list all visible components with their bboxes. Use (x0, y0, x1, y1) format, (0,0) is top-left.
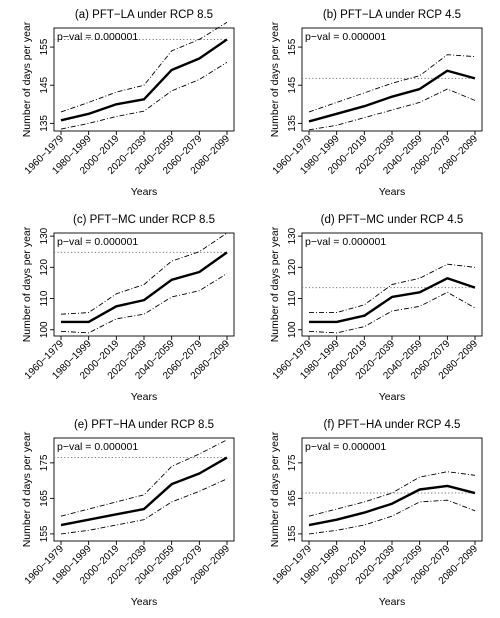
x-axis-label: Years (131, 391, 157, 403)
y-tick-label: 110 (287, 290, 298, 306)
plot-frame (301, 437, 483, 542)
series-line-mean (309, 277, 476, 324)
chart-panel-a: (a) PFT−LA under RCP 8.5 135 145 155 Number … (21, 9, 235, 198)
y-tick-label: 120 (39, 259, 50, 276)
y-tick-label: 110 (39, 290, 50, 306)
y-axis-label: Number of days per year (21, 226, 33, 342)
x-axis-label: Years (131, 186, 157, 198)
series-line-mean (308, 484, 476, 527)
chart-panel-d: (d) PFT−MC under RCP 4.5 100 110 120 130 Numb… (269, 214, 483, 403)
y-tick-label: 135 (39, 115, 50, 132)
x-axis-label: Years (379, 186, 405, 198)
y-tick-label: 155 (287, 38, 298, 55)
plot-frame (53, 437, 235, 542)
chart-title: (b) PFT−LA under RCP 4.5 (323, 9, 461, 21)
y-axis-label: Number of days per year (21, 21, 33, 137)
y-tick-label: 155 (39, 38, 50, 55)
chart-panel-e: (e) PFT−HA under RCP 8.5 155 165 175 Number … (21, 419, 235, 608)
series-line-mean (60, 456, 228, 527)
p-value-annotation: p−val = 0.000001 (57, 441, 138, 453)
y-tick-label: 100 (287, 321, 298, 338)
series-line-bound-2 (60, 273, 228, 334)
y-tick-label: 130 (39, 227, 50, 244)
chart-title: (a) PFT−LA under RCP 8.5 (75, 9, 213, 21)
chart-panel-b: (b) PFT−LA under RCP 4.5 135 145 155 Number … (269, 9, 483, 198)
y-axis-label: Number of days per year (21, 431, 33, 547)
y-tick-label: 175 (287, 454, 298, 471)
series-line-bound-1 (308, 54, 476, 113)
chart-title: (e) PFT−HA under RCP 8.5 (74, 419, 214, 431)
series-line-bound-2 (60, 61, 228, 130)
series-line-mean (61, 251, 228, 324)
series-line-bound-1 (308, 471, 476, 517)
chart-title: (d) PFT−MC under RCP 4.5 (321, 214, 464, 226)
y-tick-label: 165 (287, 490, 298, 507)
chart-title: (c) PFT−MC under RCP 8.5 (73, 214, 215, 226)
series-line-bound-2 (308, 88, 476, 131)
y-tick-label: 165 (39, 490, 50, 507)
y-axis-label: Number of days per year (269, 21, 281, 137)
series-line-bound-1 (60, 21, 228, 113)
series-line-bound-2 (308, 291, 476, 334)
y-tick-label: 175 (39, 454, 50, 471)
series-line-bound-1 (60, 232, 228, 315)
y-axis-label: Number of days per year (269, 431, 281, 547)
chart-panel-f: (f) PFT−HA under RCP 4.5 155 165 175 Number … (269, 419, 483, 608)
series-line-mean (60, 38, 228, 122)
chart-title: (f) PFT−HA under RCP 4.5 (324, 419, 461, 431)
y-axis-label: Number of days per year (269, 226, 281, 342)
y-tick-label: 100 (39, 321, 50, 338)
y-tick-label: 155 (287, 525, 298, 542)
y-tick-label: 135 (287, 115, 298, 132)
p-value-annotation: p−val = 0.000001 (305, 31, 386, 43)
y-tick-label: 130 (287, 227, 298, 244)
series-line-bound-2 (60, 478, 228, 535)
p-value-annotation: p−val = 0.000001 (57, 236, 138, 248)
p-value-annotation: p−val = 0.000001 (305, 441, 386, 453)
x-axis-label: Years (131, 596, 157, 608)
p-value-annotation: p−val = 0.000001 (305, 236, 386, 248)
y-tick-label: 145 (39, 76, 50, 93)
p-value-annotation: p−val = 0.000001 (57, 31, 138, 43)
y-tick-label: 155 (39, 525, 50, 542)
y-tick-label: 120 (287, 259, 298, 276)
x-axis-label: Years (379, 391, 405, 403)
y-tick-label: 145 (287, 76, 298, 93)
series-line-bound-2 (308, 499, 476, 535)
series-line-mean (308, 69, 476, 123)
chart-panel-c: (c) PFT−MC under RCP 8.5 100 110 120 130 Numb… (21, 214, 235, 403)
x-axis-label: Years (379, 596, 405, 608)
series-line-bound-1 (309, 263, 476, 314)
